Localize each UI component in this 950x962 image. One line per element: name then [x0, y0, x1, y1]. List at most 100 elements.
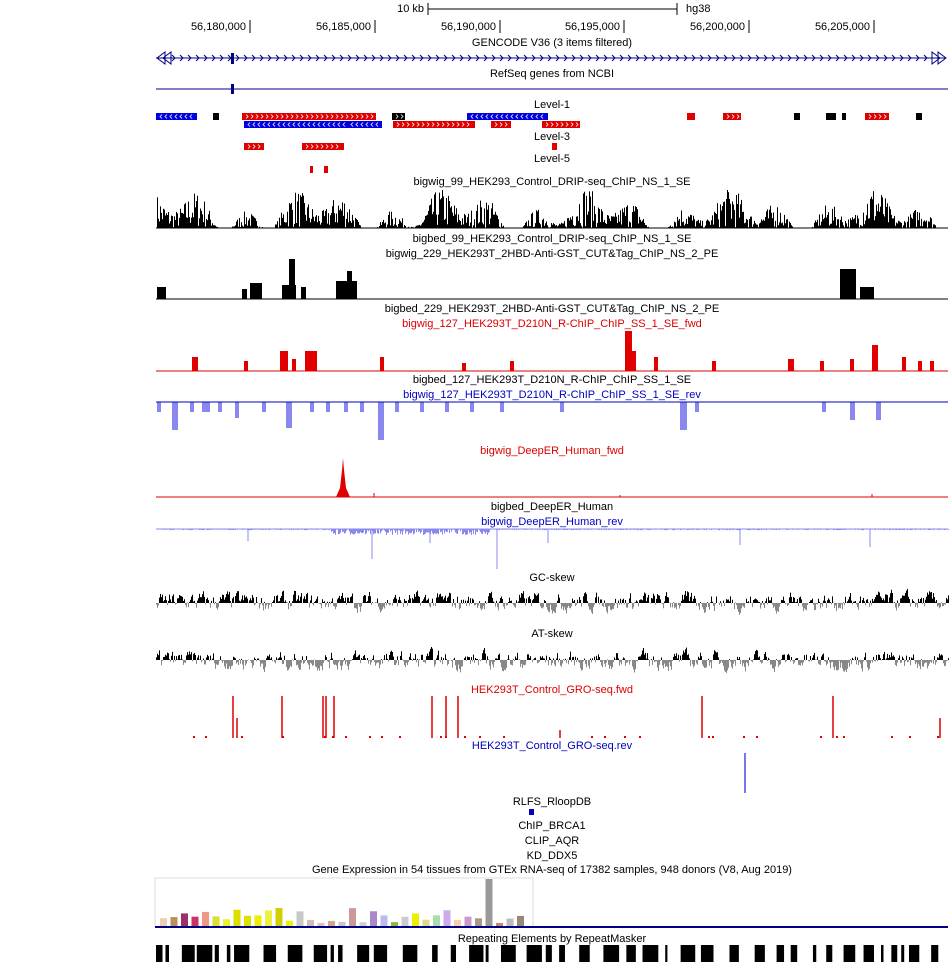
dot	[241, 736, 243, 738]
dot	[445, 736, 447, 738]
track-label: GC-skew	[529, 572, 574, 584]
expression-bar	[454, 919, 461, 927]
expression-bar	[160, 918, 167, 927]
peak	[625, 331, 632, 371]
repeat	[313, 945, 328, 962]
strand-arrows	[171, 54, 928, 62]
track-label: GENCODE V36 (3 items filtered)	[472, 37, 632, 49]
dot	[836, 736, 838, 738]
expression-bar	[485, 879, 493, 927]
expression-bar	[496, 922, 503, 927]
feature-arrows	[545, 122, 579, 127]
repeat	[263, 945, 277, 962]
expression-bar	[443, 910, 451, 927]
track-label: Level-5	[534, 153, 570, 165]
track-label: bigbed_99_HEK293_Control_DRIP-seq_ChIP_N…	[413, 233, 692, 245]
repeat	[931, 945, 939, 962]
peak	[470, 402, 474, 412]
expression-bar	[317, 922, 325, 927]
peak	[202, 402, 210, 412]
peak	[301, 287, 306, 299]
feature	[244, 121, 355, 128]
skew-negative	[160, 660, 948, 673]
exon	[231, 53, 234, 64]
expression-bar	[401, 916, 409, 927]
skew-positive	[159, 589, 949, 603]
track-label: HEK293T_Control_GRO-seq.rev	[472, 740, 633, 752]
feature	[865, 113, 889, 120]
peak	[680, 402, 687, 430]
peak	[336, 281, 357, 299]
repeat	[626, 945, 636, 962]
feature	[213, 113, 219, 120]
dot	[604, 736, 606, 738]
repeat	[526, 945, 542, 962]
position-label: 56,205,000	[815, 21, 870, 33]
peak	[712, 361, 716, 371]
expression-bar	[191, 916, 199, 927]
repeat	[338, 945, 343, 962]
peak	[850, 359, 854, 371]
feature	[552, 143, 557, 150]
repeat	[156, 945, 163, 962]
peak	[280, 351, 288, 371]
repeat	[500, 945, 516, 962]
peak	[872, 345, 878, 371]
expression-bar	[475, 918, 482, 927]
peak	[395, 402, 399, 412]
feature-arrows	[159, 114, 193, 119]
peak	[250, 283, 262, 299]
track-label: RefSeq genes from NCBI	[490, 68, 614, 80]
expression-bar	[307, 919, 314, 927]
repeat	[545, 945, 552, 962]
skew-negative	[156, 603, 946, 615]
assembly-label: hg38	[686, 3, 710, 15]
position-label: 56,190,000	[441, 21, 496, 33]
peak	[500, 402, 504, 412]
peak	[347, 271, 352, 299]
expression-bar	[233, 909, 241, 927]
expression-bar	[338, 921, 346, 927]
position-label: 56,185,000	[316, 21, 371, 33]
expression-bar	[464, 916, 472, 927]
peak	[157, 287, 166, 299]
expression-bar	[391, 922, 398, 927]
peak	[462, 363, 466, 371]
track-label: RLFS_RloopDB	[513, 796, 591, 808]
dot	[891, 736, 893, 738]
feature-arrows	[305, 144, 339, 149]
feature-arrows	[470, 114, 544, 119]
peak	[292, 359, 296, 371]
feature	[794, 113, 800, 120]
skew-positive	[156, 646, 949, 660]
repeat	[729, 945, 739, 962]
peak	[918, 361, 922, 371]
dot	[639, 736, 641, 738]
dot	[399, 736, 401, 738]
peak	[695, 402, 699, 412]
feature	[244, 143, 264, 150]
expression-bar	[349, 908, 356, 927]
feature-arrows	[396, 122, 470, 127]
peak	[286, 402, 292, 428]
feature-arrows	[494, 122, 508, 127]
feature	[826, 113, 836, 120]
feature-arrows	[245, 114, 374, 119]
peak	[336, 458, 350, 497]
dot	[193, 736, 195, 738]
feature	[491, 121, 511, 128]
expression-bar	[202, 911, 209, 927]
repeat	[450, 945, 457, 962]
feature-arrows	[868, 114, 887, 119]
dot	[205, 736, 207, 738]
expression-bar	[223, 919, 230, 927]
track-label: CLIP_AQR	[525, 835, 579, 847]
signal	[157, 529, 949, 535]
peak	[445, 402, 449, 412]
dot	[937, 736, 939, 738]
feature	[916, 113, 922, 120]
expression-bar	[244, 915, 251, 927]
dot	[324, 736, 326, 738]
dot	[820, 736, 822, 738]
feature	[687, 113, 695, 120]
